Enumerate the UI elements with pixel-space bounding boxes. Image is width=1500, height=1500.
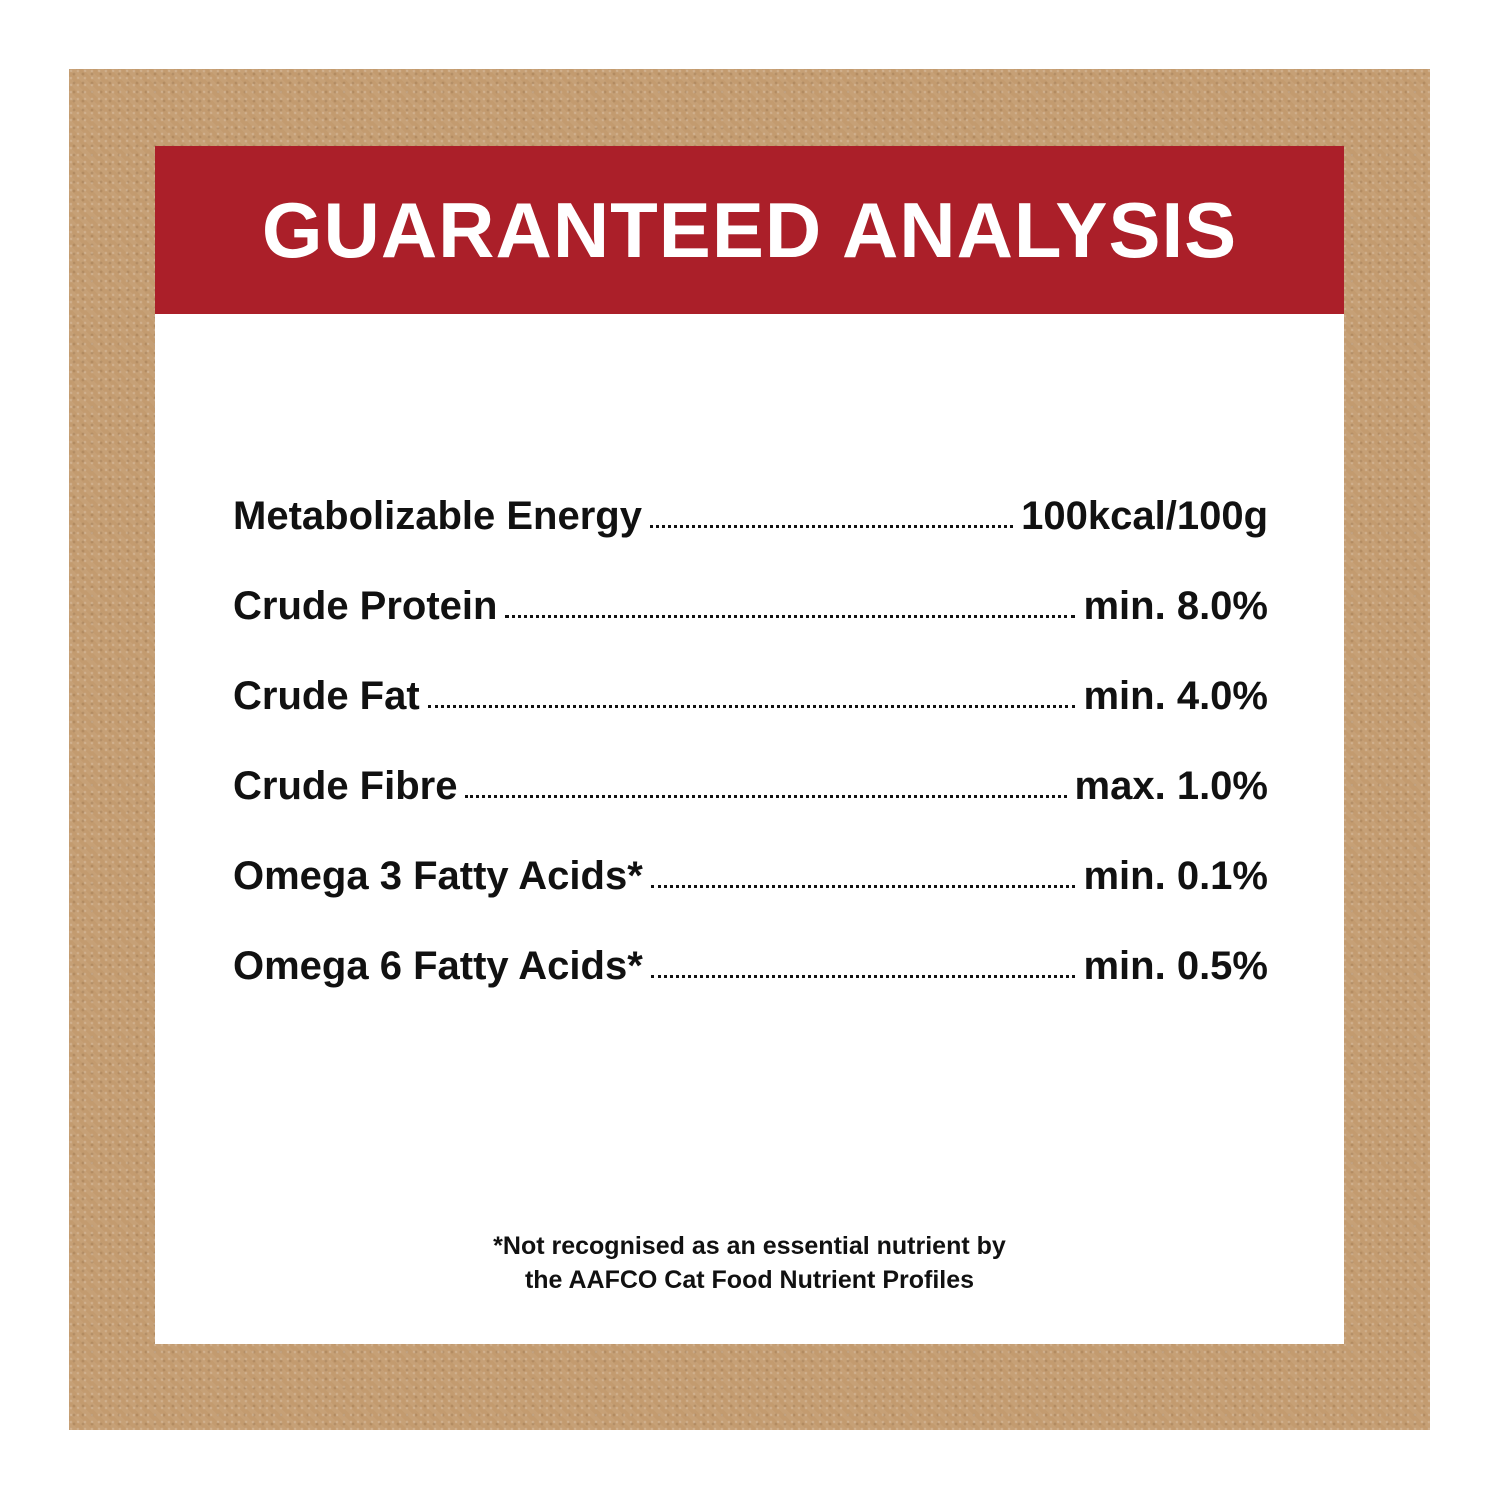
nutrient-label: Crude Fibre <box>233 764 458 808</box>
nutrient-label: Omega 3 Fatty Acids* <box>233 854 643 898</box>
footnote-line: the AAFCO Cat Food Nutrient Profiles <box>524 1266 975 1294</box>
footnote-line: *Not recognised as an essential nutrient… <box>493 1232 1006 1260</box>
analysis-row-omega-6: Omega 6 Fatty Acids* min. 0.5% <box>233 896 1268 986</box>
nutrient-value: 100kcal/100g <box>1021 494 1268 538</box>
page-title: GUARANTEED ANALYSIS <box>261 185 1238 274</box>
dotted-leader <box>650 885 1076 888</box>
analysis-panel: GUARANTEED ANALYSIS Metabolizable Energy… <box>155 146 1344 1344</box>
analysis-row-crude-fibre: Crude Fibre max. 1.0% <box>233 716 1268 806</box>
nutrient-label: Omega 6 Fatty Acids* <box>233 944 643 988</box>
nutrient-value: min. 0.5% <box>1083 944 1268 988</box>
dotted-leader <box>465 795 1067 798</box>
footnote: *Not recognised as an essential nutrient… <box>155 1229 1344 1297</box>
analysis-list: Metabolizable Energy 100kcal/100g Crude … <box>233 446 1268 986</box>
analysis-row-omega-3: Omega 3 Fatty Acids* min. 0.1% <box>233 806 1268 896</box>
dotted-leader <box>649 525 1014 528</box>
dotted-leader <box>650 975 1076 978</box>
nutrient-value: min. 4.0% <box>1083 674 1268 718</box>
nutrient-value: min. 0.1% <box>1083 854 1268 898</box>
analysis-row-crude-protein: Crude Protein min. 8.0% <box>233 536 1268 626</box>
nutrient-label: Crude Protein <box>233 584 498 628</box>
dotted-leader <box>427 705 1076 708</box>
section-header: GUARANTEED ANALYSIS <box>155 146 1344 314</box>
nutrient-label: Crude Fat <box>233 674 420 718</box>
nutrient-label: Metabolizable Energy <box>233 494 642 538</box>
analysis-row-metabolizable-energy: Metabolizable Energy 100kcal/100g <box>233 446 1268 536</box>
nutrient-value: min. 8.0% <box>1083 584 1268 628</box>
dotted-leader <box>505 615 1076 618</box>
analysis-row-crude-fat: Crude Fat min. 4.0% <box>233 626 1268 716</box>
nutrient-value: max. 1.0% <box>1074 764 1268 808</box>
